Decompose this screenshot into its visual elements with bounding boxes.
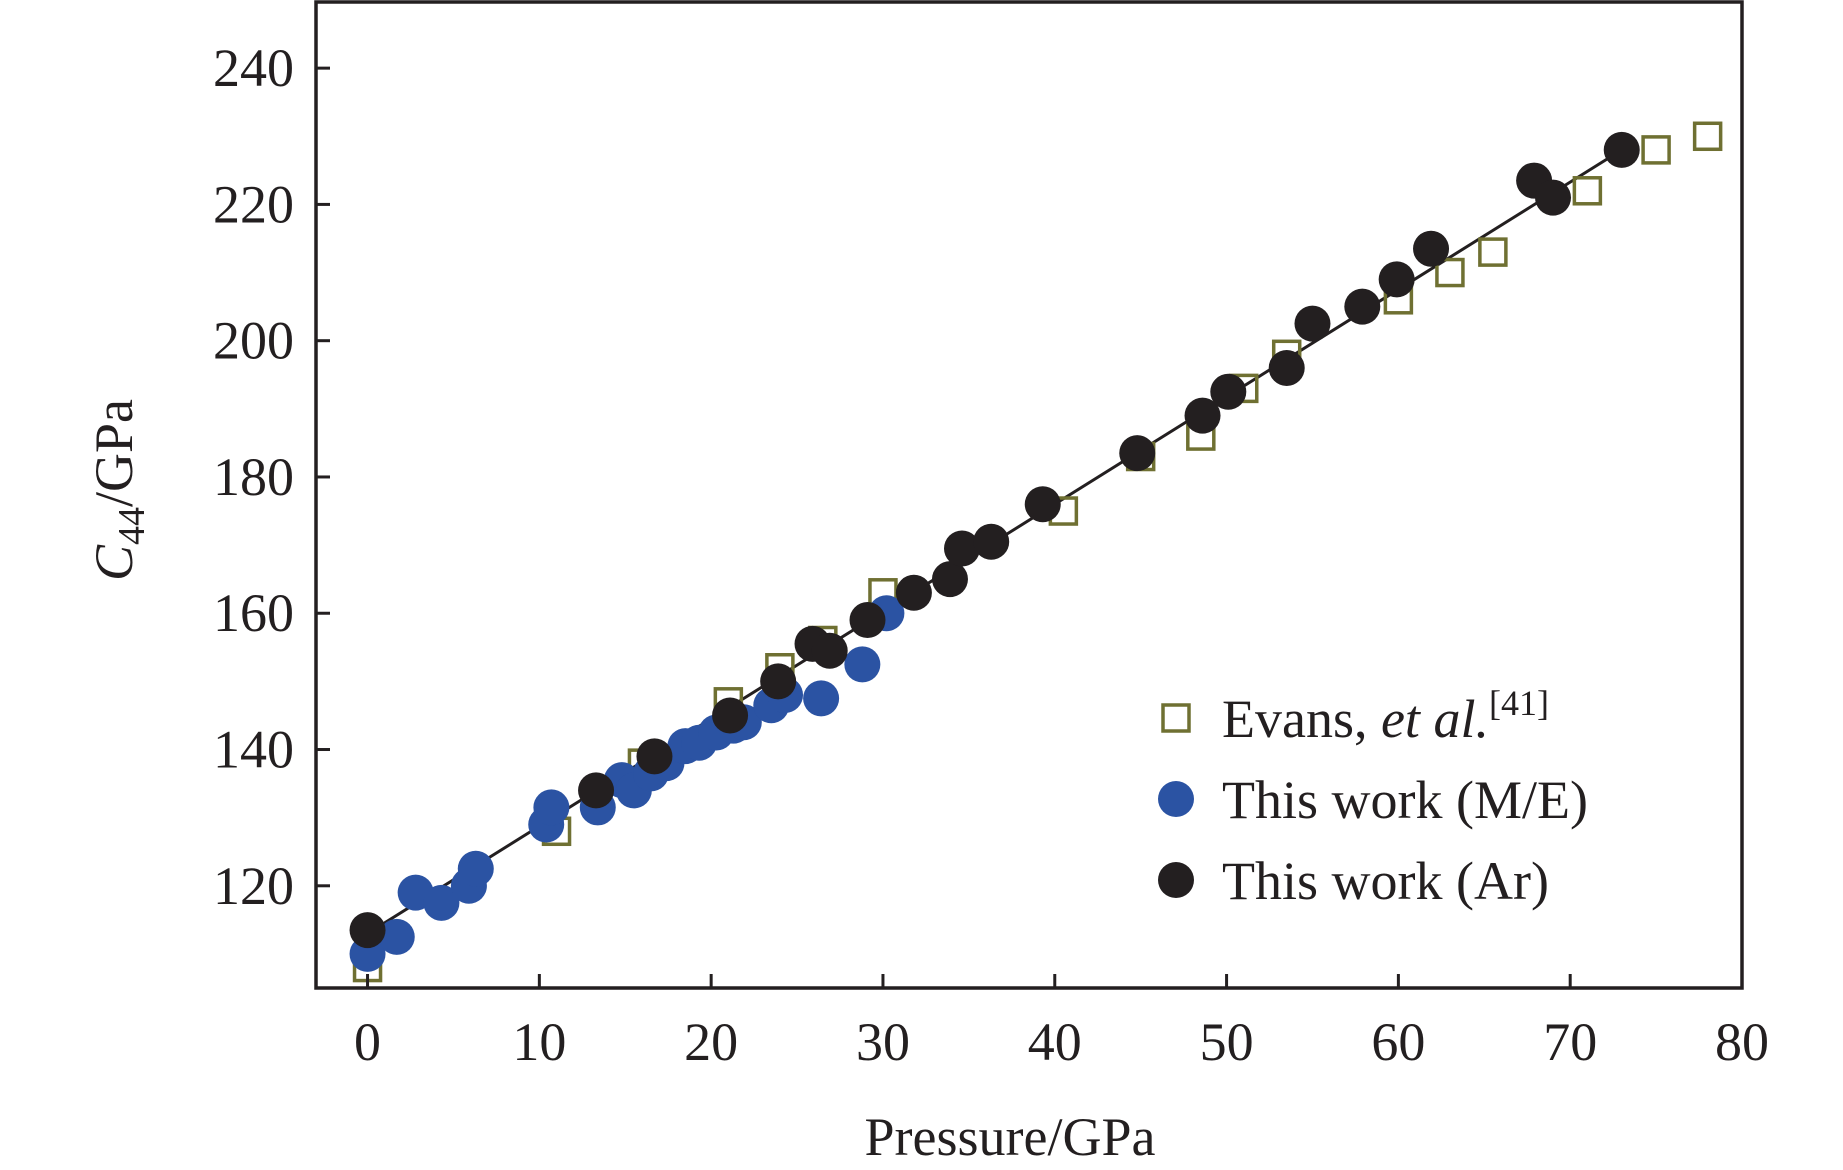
me-data-point xyxy=(457,850,494,887)
y-axis: 120 140 160 180 200 220 240 xyxy=(213,38,330,916)
legend-marker-this-work-ar xyxy=(1158,862,1194,898)
ar-data-point xyxy=(578,772,615,809)
ar-data-point xyxy=(1024,486,1061,523)
y-tick-label: 220 xyxy=(213,174,294,234)
x-axis-title: Pressure/GPa xyxy=(865,1107,1156,1167)
x-tick-label: 0 xyxy=(354,1012,381,1072)
ar-data-point xyxy=(973,523,1010,560)
evans-data-point xyxy=(1572,176,1603,206)
ar-data-point xyxy=(1294,305,1331,342)
y-tick-label: 200 xyxy=(213,311,294,371)
x-tick-label: 20 xyxy=(684,1012,738,1072)
ar-data-point xyxy=(636,738,673,775)
legend-marker-evans xyxy=(1161,703,1191,733)
series-group xyxy=(349,121,1723,983)
legend-marker-this-work-me xyxy=(1158,781,1194,817)
ar-data-point xyxy=(1184,397,1221,434)
ar-data-point xyxy=(1344,288,1381,325)
ar-data-point xyxy=(1210,373,1247,410)
x-tick-label: 70 xyxy=(1543,1012,1597,1072)
evans-data-point xyxy=(1435,257,1465,288)
ar-data-point xyxy=(760,663,797,700)
x-tick-label: 40 xyxy=(1028,1012,1082,1072)
ar-data-point xyxy=(1413,230,1450,267)
me-data-point xyxy=(378,918,415,955)
series-2 xyxy=(349,131,1640,949)
legend-label-this-work-me: This work (M/E) xyxy=(1222,770,1588,830)
y-tick-label: 120 xyxy=(213,856,294,916)
legend-label-evans-italic: et al. xyxy=(1381,689,1489,749)
ar-data-point xyxy=(712,697,749,734)
legend-label-evans-pre: Evans, xyxy=(1222,689,1381,749)
me-data-point xyxy=(803,680,840,717)
ar-data-point xyxy=(1268,349,1305,386)
plot-frame xyxy=(314,0,1744,990)
ar-data-point xyxy=(349,912,386,949)
ar-data-point xyxy=(811,632,848,669)
evans-data-point xyxy=(1478,237,1508,267)
x-tick-label: 50 xyxy=(1200,1012,1254,1072)
x-tick-label: 10 xyxy=(512,1012,566,1072)
y-axis-title-sub: 44 xyxy=(111,507,153,545)
legend-label-evans-sup: [41] xyxy=(1489,683,1549,723)
y-axis-title-rest: /GPa xyxy=(84,399,144,507)
me-data-point xyxy=(423,884,460,921)
legend-label-this-work-ar: This work (Ar) xyxy=(1222,851,1549,911)
y-tick-label: 160 xyxy=(213,583,294,643)
y-tick-label: 240 xyxy=(213,38,294,98)
ar-data-point xyxy=(1378,261,1415,298)
evans-data-point xyxy=(1641,135,1671,165)
legend: Evans, et al.[41] This work (M/E) This w… xyxy=(1158,683,1588,911)
y-axis-title-main: C xyxy=(84,544,144,581)
evans-data-point xyxy=(1692,121,1723,152)
x-axis: 0 10 20 30 40 50 60 70 80 xyxy=(354,974,1769,1072)
ar-data-point xyxy=(849,602,886,639)
y-tick-label: 140 xyxy=(213,720,294,780)
ar-data-point xyxy=(943,530,980,567)
x-tick-label: 30 xyxy=(856,1012,910,1072)
y-axis-title: C44/GPa xyxy=(84,399,153,581)
ar-data-point xyxy=(1535,179,1572,216)
ar-data-point xyxy=(1603,131,1640,168)
x-tick-label: 80 xyxy=(1715,1012,1769,1072)
me-data-point xyxy=(844,646,881,683)
ar-data-point xyxy=(931,561,968,598)
me-data-point xyxy=(533,789,570,826)
y-tick-label: 180 xyxy=(213,447,294,507)
legend-label-evans: Evans, et al.[41] xyxy=(1222,683,1549,749)
x-tick-label: 60 xyxy=(1371,1012,1425,1072)
ar-data-point xyxy=(895,574,932,611)
ar-data-point xyxy=(1119,435,1156,472)
